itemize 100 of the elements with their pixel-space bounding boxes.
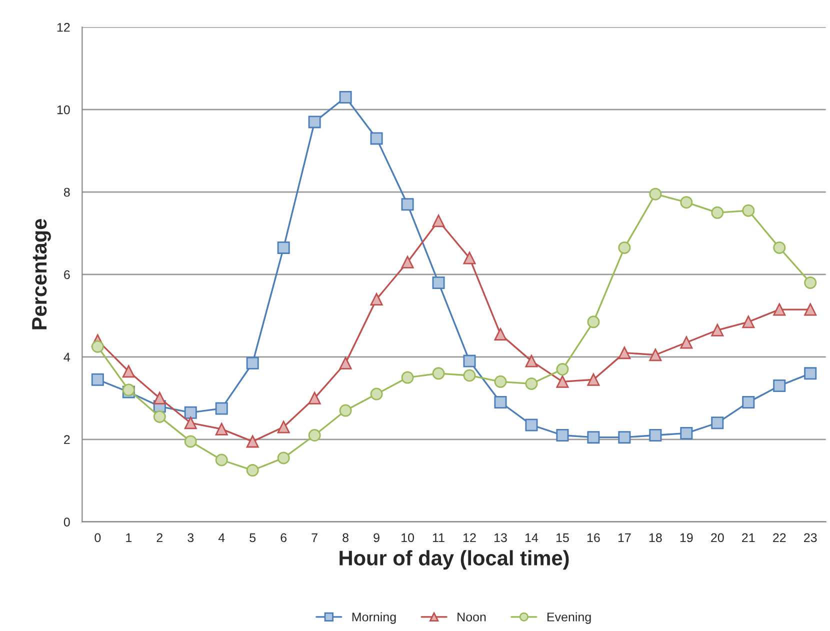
x-tick-label: 10 (402, 533, 414, 542)
point (401, 371, 414, 384)
y-tick-label: 0 (64, 518, 70, 526)
x-tick-label: 8 (342, 533, 348, 542)
point (556, 363, 569, 376)
y-tick-label: 10 (57, 105, 70, 114)
point (525, 354, 538, 368)
point (680, 196, 693, 209)
x-tick-label: 0 (94, 533, 101, 542)
legend-label: Noon (458, 612, 486, 622)
x-tick-label: 6 (280, 533, 287, 542)
point (587, 373, 600, 386)
point (556, 375, 569, 388)
point (432, 276, 445, 289)
point (649, 348, 662, 362)
point (649, 429, 662, 442)
point (804, 276, 817, 289)
x-tick-label: 18 (649, 533, 662, 542)
point (370, 292, 383, 306)
point (91, 340, 104, 353)
y-tick-label: 8 (64, 188, 70, 197)
x-tick-label: 7 (312, 533, 318, 542)
x-tick-label: 23 (804, 533, 817, 542)
point (184, 406, 197, 419)
point (215, 454, 228, 466)
point (153, 410, 166, 423)
point (339, 90, 352, 104)
point (370, 388, 383, 400)
x-tick-label: 17 (618, 533, 631, 542)
x-tick-label: 20 (711, 533, 724, 542)
point (587, 431, 600, 444)
point (401, 256, 414, 268)
x-tick-label: 21 (742, 533, 755, 542)
point (804, 303, 817, 316)
point (246, 435, 259, 448)
point (773, 303, 786, 316)
point (153, 392, 166, 404)
point (525, 418, 538, 432)
x-axis-title: Hour of day (local time) (340, 550, 569, 570)
x-tick-label: 9 (374, 533, 380, 542)
x-tick-label: 14 (525, 533, 538, 542)
point (432, 367, 445, 380)
point (618, 346, 631, 360)
point (122, 365, 135, 378)
point (246, 464, 259, 477)
y-tick-label: 4 (64, 352, 70, 362)
x-tick-label: 5 (250, 533, 256, 542)
point (339, 356, 352, 370)
point (494, 328, 507, 341)
point (680, 336, 693, 349)
point (711, 206, 724, 219)
x-tick-label: 1 (126, 533, 132, 542)
point (215, 402, 228, 415)
point (494, 396, 507, 409)
legend-label: Evening (547, 612, 591, 624)
y-tick-label: 12 (57, 22, 70, 32)
point (711, 416, 724, 430)
point (494, 375, 507, 388)
point (277, 241, 290, 254)
legend-label: Morning (352, 612, 396, 624)
point (277, 452, 290, 464)
point (401, 198, 414, 211)
x-tick-label: 13 (494, 533, 507, 542)
point (711, 324, 724, 336)
point (246, 356, 259, 370)
point (742, 204, 755, 217)
y-tick-label: 6 (64, 270, 70, 280)
x-tick-label: 4 (218, 533, 225, 542)
point (463, 369, 476, 382)
point (308, 392, 321, 404)
point (463, 252, 476, 264)
point (587, 316, 600, 328)
point (618, 431, 631, 444)
point (184, 435, 197, 448)
point (308, 429, 321, 442)
y-tick-label: 2 (64, 435, 70, 444)
point (277, 420, 290, 434)
point (556, 429, 569, 442)
x-tick-label: 19 (680, 533, 693, 542)
point (649, 188, 662, 200)
point (432, 214, 445, 228)
point (339, 404, 352, 417)
x-tick-label: 22 (773, 533, 786, 542)
point (215, 422, 228, 436)
point (773, 241, 786, 254)
x-tick-label: 11 (432, 533, 444, 542)
point (804, 367, 817, 380)
point (308, 116, 321, 128)
point (742, 396, 755, 409)
x-tick-label: 2 (156, 533, 162, 542)
point (525, 377, 538, 390)
point (773, 380, 786, 392)
point (370, 132, 383, 145)
x-tick-label: 15 (556, 533, 569, 542)
y-axis-title: Percentage (32, 219, 51, 330)
x-tick-label: 16 (587, 533, 600, 542)
point (618, 241, 631, 254)
point (184, 416, 197, 430)
x-tick-label: 12 (464, 533, 476, 542)
x-tick-label: 3 (188, 533, 194, 542)
